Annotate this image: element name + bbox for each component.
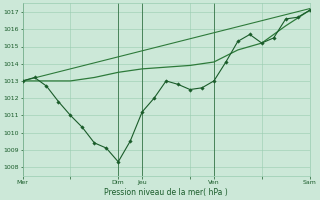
- X-axis label: Pression niveau de la mer( hPa ): Pression niveau de la mer( hPa ): [104, 188, 228, 197]
